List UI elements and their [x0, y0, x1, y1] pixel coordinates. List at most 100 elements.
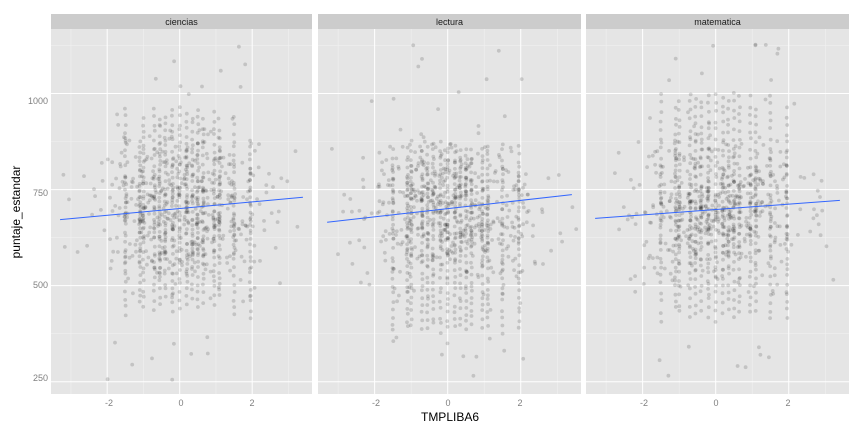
data-point — [131, 291, 135, 296]
data-point — [667, 199, 672, 204]
data-point — [737, 183, 741, 188]
data-point — [458, 201, 462, 206]
data-point — [708, 158, 713, 163]
data-point — [163, 250, 168, 255]
data-point — [123, 260, 128, 264]
data-point — [463, 228, 468, 233]
data-point — [754, 299, 758, 304]
data-point — [706, 93, 711, 98]
data-point — [469, 237, 474, 242]
data-point — [674, 122, 678, 127]
data-point — [445, 275, 450, 280]
panel-background — [51, 29, 312, 394]
data-point — [217, 188, 222, 193]
data-point — [201, 141, 206, 145]
data-point — [485, 158, 490, 162]
data-point — [190, 253, 195, 258]
data-point — [768, 174, 773, 179]
data-point — [408, 205, 413, 209]
data-point — [431, 234, 435, 238]
data-point — [771, 172, 776, 177]
data-point — [236, 226, 241, 231]
data-point — [726, 165, 731, 170]
data-point — [463, 188, 468, 193]
data-point — [92, 187, 96, 192]
data-point — [685, 195, 690, 200]
data-point — [430, 188, 435, 192]
data-point — [406, 324, 410, 328]
data-point — [293, 149, 298, 154]
data-point — [179, 247, 184, 252]
data-point — [706, 207, 711, 212]
data-point — [62, 245, 67, 249]
data-point — [217, 217, 222, 221]
data-point — [125, 160, 130, 165]
data-point — [138, 235, 143, 240]
data-point — [673, 171, 677, 176]
data-point — [464, 178, 469, 182]
data-point — [453, 275, 458, 279]
data-point — [184, 286, 189, 291]
data-point — [275, 220, 280, 225]
data-point — [769, 199, 774, 204]
data-point — [484, 77, 489, 82]
data-point — [491, 270, 496, 275]
data-point — [195, 141, 200, 146]
data-point — [726, 130, 730, 135]
data-point — [753, 210, 758, 215]
data-point — [217, 214, 222, 219]
data-point — [526, 209, 531, 213]
data-point — [161, 186, 165, 191]
data-point — [540, 207, 544, 212]
data-point — [464, 269, 469, 274]
data-point — [436, 107, 440, 111]
data-point — [485, 233, 490, 238]
data-point — [248, 202, 253, 207]
data-point — [172, 215, 177, 220]
data-point — [190, 174, 195, 179]
data-point — [677, 125, 682, 129]
data-point — [408, 158, 413, 163]
data-point — [162, 199, 167, 204]
data-point — [516, 186, 521, 191]
data-point — [667, 78, 671, 83]
data-point — [452, 176, 457, 181]
data-point — [248, 178, 252, 182]
data-point — [157, 234, 162, 239]
data-point — [113, 204, 118, 208]
data-point — [714, 254, 718, 259]
data-point — [218, 68, 223, 73]
data-point — [714, 201, 718, 206]
data-point — [500, 297, 505, 302]
data-point — [673, 283, 677, 288]
data-point — [496, 237, 501, 241]
data-point — [123, 313, 128, 318]
data-point — [706, 185, 711, 190]
data-point — [348, 240, 352, 245]
data-point — [184, 231, 189, 236]
data-point — [425, 253, 430, 258]
data-point — [163, 231, 168, 235]
data-point — [382, 250, 387, 255]
data-point — [196, 168, 201, 173]
data-point — [415, 198, 419, 203]
data-point — [677, 269, 681, 274]
data-point — [438, 215, 443, 220]
data-point — [746, 290, 751, 294]
data-point — [687, 116, 692, 121]
data-point — [754, 224, 759, 229]
data-point — [420, 211, 424, 216]
data-point — [480, 317, 485, 322]
data-point — [438, 231, 443, 236]
data-point — [698, 257, 703, 262]
data-point — [752, 209, 757, 214]
data-point — [659, 319, 664, 324]
data-point — [505, 193, 509, 198]
data-point — [732, 201, 737, 206]
data-point — [446, 171, 451, 175]
data-point — [756, 248, 761, 253]
data-point — [218, 236, 223, 241]
data-point — [706, 296, 711, 300]
data-point — [170, 204, 174, 208]
data-point — [157, 256, 162, 261]
